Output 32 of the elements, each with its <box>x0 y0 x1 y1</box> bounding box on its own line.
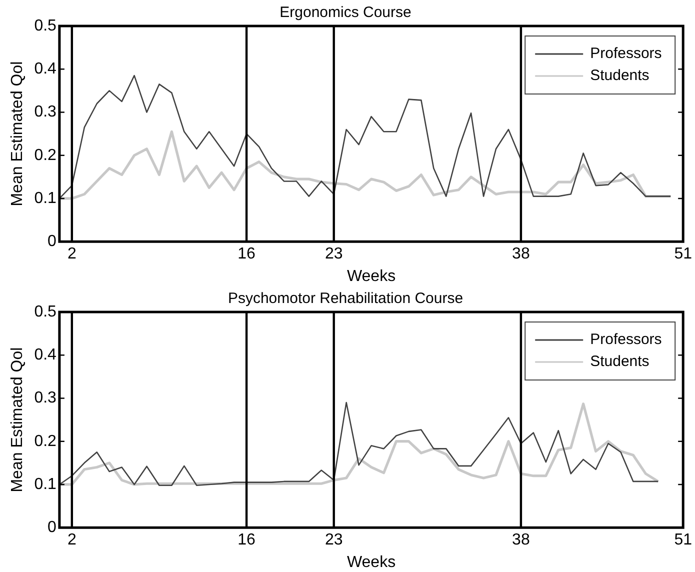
y-axis-title: Mean Estimated Qol <box>9 61 26 206</box>
x-axis-title: Weeks <box>346 554 396 571</box>
y-tick-label: 0 <box>48 233 57 250</box>
x-tick-label: 2 <box>67 532 76 549</box>
chart-title: Psychomotor Rehabilitation Course <box>228 290 464 308</box>
y-tick-label: 0.5 <box>34 303 57 320</box>
y-tick-label: 0.1 <box>34 476 57 493</box>
x-tick-label: 51 <box>674 246 692 263</box>
y-tick-label: 0.5 <box>34 17 57 34</box>
y-tick-label: 0.1 <box>34 190 57 207</box>
x-tick-label: 2 <box>67 246 76 263</box>
x-tick-label: 16 <box>238 532 256 549</box>
y-tick-label: 0.4 <box>34 60 57 78</box>
legend-label: Students <box>590 353 650 370</box>
y-tick-label: 0.2 <box>34 146 57 164</box>
y-tick-label: 0.4 <box>34 346 57 364</box>
x-tick-label: 23 <box>324 532 343 549</box>
x-tick-label: 23 <box>324 246 343 263</box>
y-tick-label: 0.2 <box>34 432 57 450</box>
legend-label: Professors <box>590 45 662 62</box>
x-tick-label: 38 <box>512 246 530 263</box>
y-tick-label: 0.3 <box>34 390 57 407</box>
legend-label: Students <box>590 67 650 84</box>
y-axis-title: Mean Estimated Qol <box>9 347 26 492</box>
chart-title: Ergonomics Course <box>280 4 412 22</box>
legend-label: Professors <box>590 331 662 348</box>
y-tick-label: 0.3 <box>34 104 57 121</box>
x-tick-label: 51 <box>674 532 692 549</box>
y-tick-label: 0 <box>48 519 57 536</box>
x-tick-label: 16 <box>238 246 256 263</box>
x-tick-label: 38 <box>512 532 530 549</box>
x-axis-title: Weeks <box>346 268 396 285</box>
